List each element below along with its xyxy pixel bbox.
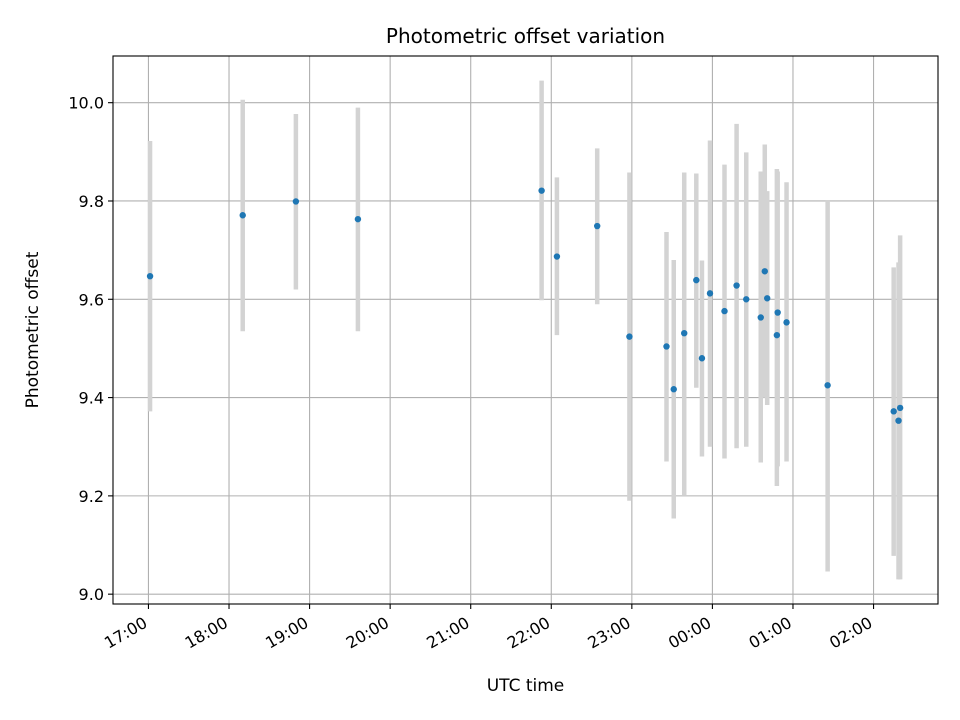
data-point	[594, 222, 601, 230]
data-point	[895, 417, 902, 424]
data-point	[743, 296, 750, 303]
data-point	[239, 212, 246, 219]
y-tick-label: 10.0	[68, 94, 104, 113]
data-point	[292, 198, 300, 205]
data-point	[693, 276, 700, 284]
data-point	[761, 268, 768, 275]
y-axis-title: Photometric offset	[23, 251, 43, 408]
grid	[113, 56, 938, 604]
data-point	[783, 319, 790, 326]
plot-area	[113, 56, 938, 604]
data-point	[626, 333, 633, 340]
data-point	[763, 295, 771, 302]
y-tick-label: 9.4	[79, 389, 104, 408]
data-point	[538, 187, 545, 194]
data-point	[773, 331, 781, 339]
plot-frame	[112, 55, 939, 605]
data-point	[354, 215, 362, 223]
x-axis-title: UTC time	[487, 676, 565, 696]
data-point	[774, 309, 781, 316]
data-point	[663, 343, 670, 350]
data-point	[706, 290, 714, 297]
data-point	[757, 314, 764, 321]
y-tick-label: 9.2	[79, 487, 104, 506]
y-tick-label: 9.8	[79, 192, 104, 211]
data-point	[890, 408, 897, 415]
data-point	[896, 404, 904, 412]
data-point	[698, 355, 706, 362]
y-tick-label: 9.0	[79, 585, 104, 604]
data-point	[721, 307, 728, 315]
data-point	[670, 386, 677, 393]
data-point	[733, 282, 740, 289]
data-points	[146, 187, 904, 424]
data-point	[824, 382, 831, 389]
y-tick-label: 9.6	[79, 290, 104, 309]
data-point	[553, 253, 561, 260]
data-point	[681, 329, 688, 337]
data-point	[146, 272, 154, 280]
chart-title: Photometric offset variation	[386, 24, 665, 48]
